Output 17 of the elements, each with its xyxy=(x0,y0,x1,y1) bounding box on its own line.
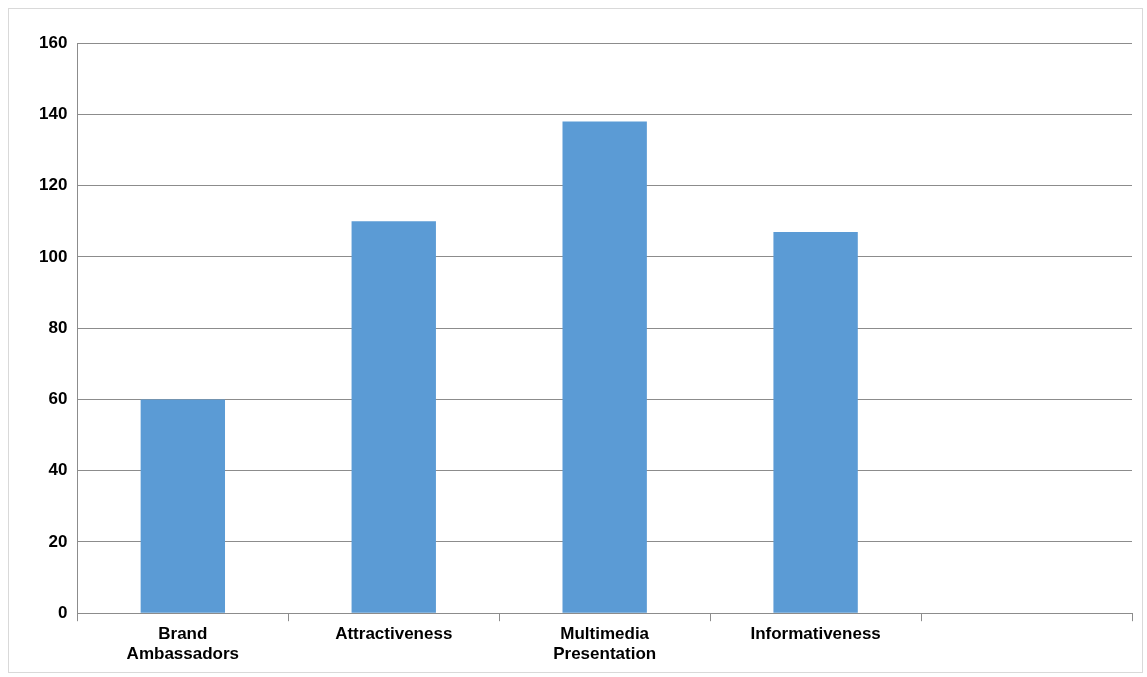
x-tick-label: Attractiveness xyxy=(335,624,453,644)
bar xyxy=(351,221,436,613)
x-tick-label: Brand Ambassadors xyxy=(126,624,240,664)
bar xyxy=(140,399,226,613)
y-tick-label: 60 xyxy=(48,389,68,409)
x-tick-label: Multimedia Presentation xyxy=(553,624,657,664)
y-tick-label: 120 xyxy=(38,175,68,195)
y-tick-label: 80 xyxy=(48,317,68,337)
y-tick-label: 20 xyxy=(48,531,68,551)
y-tick-label: 160 xyxy=(38,32,68,52)
x-tick-label: Informativeness xyxy=(750,624,881,644)
y-tick-label: 0 xyxy=(57,602,68,622)
bar xyxy=(562,121,647,613)
y-tick-label: 40 xyxy=(48,460,68,480)
bar xyxy=(773,231,858,613)
y-tick-label: 100 xyxy=(38,246,68,266)
y-tick-label: 140 xyxy=(38,103,68,123)
